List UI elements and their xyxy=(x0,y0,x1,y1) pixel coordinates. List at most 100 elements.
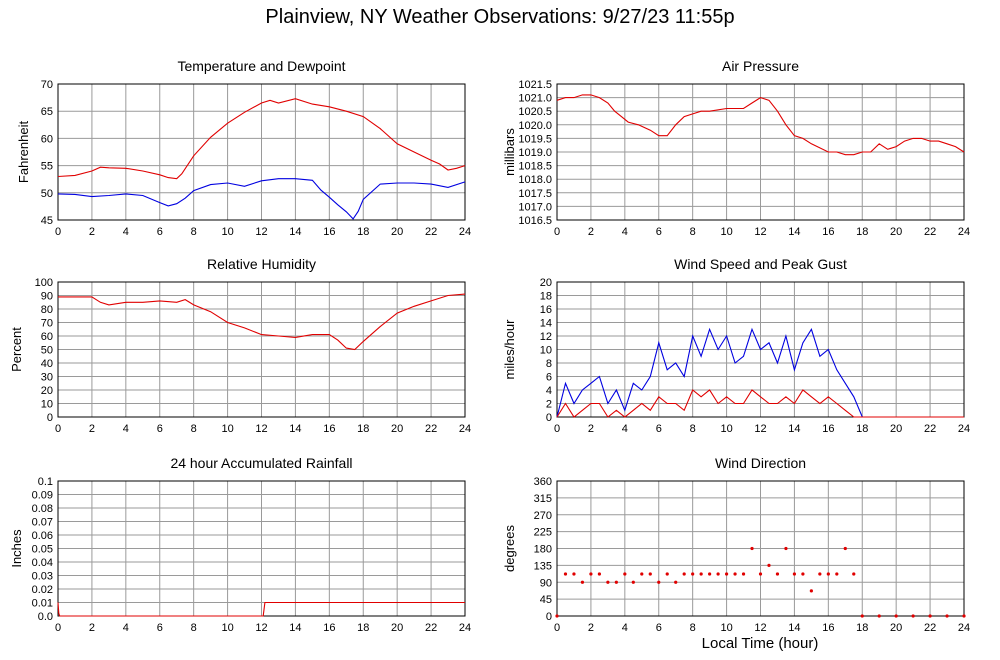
plot-frame xyxy=(57,281,466,418)
x-tick-label: 0 xyxy=(55,423,61,435)
y-tick-label: 0.08 xyxy=(32,503,53,515)
x-tick-label: 20 xyxy=(890,622,902,634)
x-tick-label: 12 xyxy=(255,226,267,238)
data-point xyxy=(640,572,644,576)
data-point xyxy=(716,572,720,576)
data-point xyxy=(928,614,932,618)
x-tick-label: 14 xyxy=(289,622,301,634)
x-tick-label: 18 xyxy=(856,423,868,435)
y-tick-label: 8 xyxy=(546,358,552,370)
data-point xyxy=(758,572,763,576)
y-tick-label: 14 xyxy=(540,318,552,330)
y-tick-label: 0.0 xyxy=(38,611,53,623)
data-point xyxy=(614,580,618,584)
x-tick-label: 6 xyxy=(656,423,662,435)
y-tick-label: 12 xyxy=(540,331,552,343)
data-point xyxy=(962,614,966,618)
x-tick-label: 20 xyxy=(890,226,902,238)
data-point xyxy=(877,614,881,618)
x-tick-label: 14 xyxy=(788,622,800,634)
x-tick-label: 16 xyxy=(323,622,335,634)
y-tick-label: 45 xyxy=(41,215,53,227)
y-tick-label: 6 xyxy=(546,372,552,384)
x-tick-label: 4 xyxy=(622,423,628,435)
x-tick-label: 18 xyxy=(856,226,868,238)
x-tick-label: 20 xyxy=(391,226,403,238)
data-point xyxy=(767,563,771,567)
y-tick-label: 0.1 xyxy=(38,476,53,488)
chart-title: Wind Speed and Peak Gust xyxy=(674,256,847,272)
x-axis-label: Local Time (hour) xyxy=(701,635,819,652)
chart-title: Temperature and Dewpoint xyxy=(177,58,345,74)
x-tick-label: 2 xyxy=(89,423,95,435)
y-tick-label: 1016.5 xyxy=(518,215,552,227)
y-tick-label: 0.01 xyxy=(32,598,53,610)
x-tick-label: 8 xyxy=(690,226,696,238)
x-tick-label: 20 xyxy=(890,423,902,435)
data-point xyxy=(835,572,839,576)
x-tick-label: 24 xyxy=(958,226,970,238)
y-tick-label: 1020.5 xyxy=(518,106,552,118)
x-tick-label: 0 xyxy=(554,622,560,634)
y-tick-label: 100 xyxy=(35,277,53,289)
x-tick-label: 2 xyxy=(588,423,594,435)
y-tick-label: 0 xyxy=(546,611,552,623)
chart-title: Air Pressure xyxy=(722,58,799,74)
data-point xyxy=(597,572,601,576)
data-point xyxy=(860,614,864,618)
data-point xyxy=(741,572,746,576)
data-point xyxy=(580,580,585,584)
data-point xyxy=(606,580,610,584)
x-tick-label: 8 xyxy=(191,423,197,435)
data-point xyxy=(801,572,805,576)
x-tick-label: 2 xyxy=(588,226,594,238)
y-tick-label: 0.04 xyxy=(32,557,53,569)
x-tick-label: 16 xyxy=(822,423,834,435)
series-line xyxy=(57,178,466,220)
y-tick-label: 1021.5 xyxy=(518,79,552,91)
y-tick-label: 90 xyxy=(540,577,552,589)
data-point xyxy=(589,572,593,576)
data-point xyxy=(674,580,678,584)
x-tick-label: 22 xyxy=(425,226,437,238)
x-tick-label: 0 xyxy=(55,226,61,238)
plot-frame xyxy=(556,281,965,418)
x-tick-label: 16 xyxy=(323,226,335,238)
x-tick-label: 6 xyxy=(157,423,163,435)
y-tick-label: 1018.5 xyxy=(518,161,552,173)
y-tick-label: 0.07 xyxy=(32,517,53,529)
data-point xyxy=(555,614,559,618)
x-tick-label: 6 xyxy=(157,622,163,634)
x-tick-label: 20 xyxy=(391,423,403,435)
y-tick-label: 1019.5 xyxy=(518,133,552,145)
x-tick-label: 12 xyxy=(754,423,766,435)
data-point xyxy=(631,580,635,584)
y-tick-label: 225 xyxy=(534,527,552,539)
x-tick-label: 8 xyxy=(191,226,197,238)
chart-title: 24 hour Accumulated Rainfall xyxy=(170,455,352,471)
data-point xyxy=(852,572,856,576)
data-point xyxy=(563,572,568,576)
x-tick-label: 12 xyxy=(255,423,267,435)
y-tick-label: 1019.0 xyxy=(518,147,552,159)
series-line xyxy=(58,293,466,351)
y-tick-label: 20 xyxy=(41,385,53,397)
series-line xyxy=(556,327,964,418)
y-tick-label: 1021.0 xyxy=(518,93,552,105)
series-line xyxy=(57,98,466,180)
x-tick-label: 24 xyxy=(958,622,970,634)
x-tick-label: 8 xyxy=(690,423,696,435)
y-axis-label: Percent xyxy=(9,327,24,372)
x-tick-label: 10 xyxy=(221,622,233,634)
x-tick-label: 18 xyxy=(357,622,369,634)
y-tick-label: 1020.0 xyxy=(518,120,552,132)
x-tick-label: 18 xyxy=(357,226,369,238)
y-tick-label: 0 xyxy=(546,412,552,424)
x-tick-label: 12 xyxy=(754,226,766,238)
y-tick-label: 45 xyxy=(540,594,552,606)
plot-frame xyxy=(556,480,965,617)
